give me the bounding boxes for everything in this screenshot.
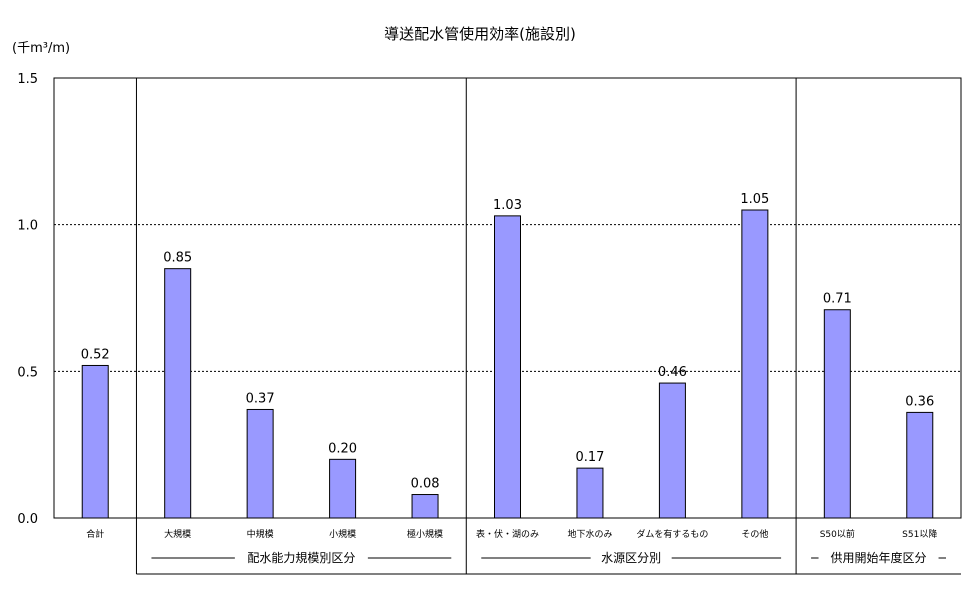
bar-value-label: 0.71 [823, 292, 852, 307]
group-label: 配水能力規模別区分 [247, 550, 355, 565]
bar [823, 309, 851, 519]
x-tick-label: 大規模 [164, 528, 191, 540]
group-label: 供用開始年度区分 [831, 550, 927, 565]
x-tick-label: S51以降 [902, 528, 937, 540]
x-tick-label: S50以前 [820, 528, 855, 540]
bar [329, 458, 357, 519]
bar-value-label: 0.36 [905, 394, 934, 409]
y-tick-label: 0.0 [17, 512, 38, 527]
bar [411, 494, 439, 519]
group-label: 水源区分別 [601, 551, 661, 565]
plot-area: 0.0 0.5 1.0 1.5 配水能力規模別区分 水源区分別 供用開始年度区分 0.52 合計… [17, 72, 962, 575]
bar-value-label: 0.85 [163, 251, 192, 266]
x-tick-label: 極小規模 [407, 528, 443, 540]
y-axis-label: (千m³/m) [12, 41, 70, 56]
y-tick-label: 0.5 [17, 365, 38, 380]
bar-value-label: 0.17 [575, 450, 604, 465]
x-tick-label: 中規模 [247, 528, 274, 540]
x-tick-label: ダムを有するもの [636, 528, 708, 540]
bar [246, 408, 274, 519]
bar [81, 364, 109, 519]
bar-value-label: 0.08 [411, 477, 440, 492]
bar-value-label: 1.05 [740, 192, 769, 207]
x-tick-label: 合計 [86, 528, 104, 540]
bar [741, 209, 769, 519]
x-tick-label: 地下水のみ [567, 528, 612, 540]
x-tick-label: 表・伏・湖のみ [476, 528, 539, 540]
y-tick-label: 1.0 [17, 219, 38, 234]
x-tick-label: その他 [741, 528, 768, 540]
bar [576, 467, 604, 519]
bar [906, 411, 934, 519]
bar-value-label: 0.46 [658, 365, 687, 380]
x-tick-label: 小規模 [329, 529, 356, 540]
bar-value-label: 0.20 [328, 441, 357, 456]
bar-value-label: 0.52 [81, 347, 110, 362]
bar-value-label: 0.37 [246, 391, 275, 406]
bar-value-label: 1.03 [493, 198, 522, 213]
bar [658, 382, 686, 519]
bar [494, 215, 521, 519]
y-tick-label: 1.5 [17, 72, 38, 87]
chart-title: 導送配水管使用効率(施設別) [384, 25, 576, 43]
bar [164, 268, 192, 519]
